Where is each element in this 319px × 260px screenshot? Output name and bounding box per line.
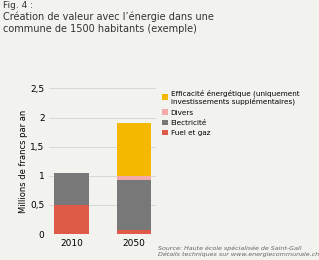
Bar <box>117 176 152 180</box>
Bar <box>54 205 89 234</box>
Text: Source: Haute école spécialisée de Saint-Gall
Détails techniques sur www.energie: Source: Haute école spécialisée de Saint… <box>158 245 319 257</box>
Bar <box>54 173 89 205</box>
Text: Fig. 4 :: Fig. 4 : <box>3 1 33 10</box>
Legend: Efficacité énergétique (uniquement
investissements supplémentaires), Divers, Ele: Efficacité énergétique (uniquement inves… <box>162 89 299 136</box>
Text: Création de valeur avec l’énergie dans une
commune de 1500 habitants (exemple): Création de valeur avec l’énergie dans u… <box>3 12 214 34</box>
Bar <box>117 123 152 176</box>
Y-axis label: Millions de francs par an: Millions de francs par an <box>19 109 27 213</box>
Bar <box>117 230 152 234</box>
Bar <box>117 180 152 230</box>
